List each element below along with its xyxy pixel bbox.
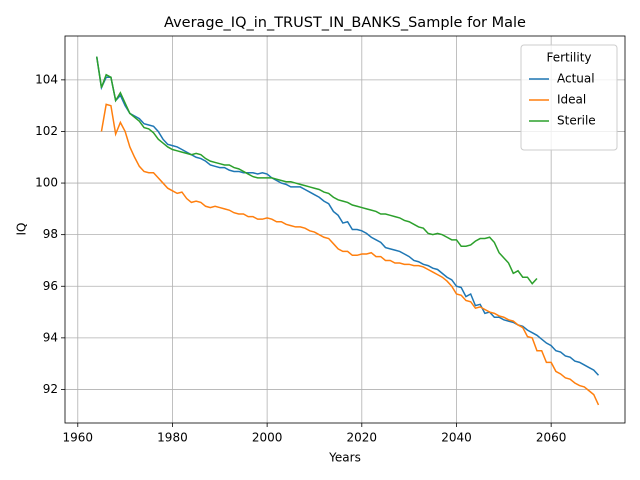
legend: Fertility Actual Ideal Sterile <box>520 44 618 151</box>
legend-box <box>520 44 618 151</box>
x-axis-label: Years <box>328 451 361 465</box>
y-tick-label: 104 <box>35 72 58 86</box>
x-tick-label: 2020 <box>347 431 378 445</box>
chart-title: Average_IQ_in_TRUST_IN_BANKS_Sample for … <box>164 15 526 31</box>
data-line <box>95 56 538 285</box>
y-tick-label: 92 <box>43 382 58 396</box>
legend-title: Fertility <box>546 51 591 65</box>
x-tick-label: 1980 <box>157 431 188 445</box>
y-tick-label: 96 <box>43 279 58 293</box>
x-tick-label: 2040 <box>441 431 472 445</box>
x-tick-label: 2000 <box>252 431 283 445</box>
y-tick-label: 98 <box>43 227 58 241</box>
y-tick-label: 100 <box>35 176 58 190</box>
data-line <box>100 103 600 406</box>
plot-frame <box>64 35 626 424</box>
legend-label: Actual <box>557 72 595 86</box>
legend-label: Sterile <box>557 114 596 128</box>
y-tick-label: 94 <box>43 330 58 344</box>
y-axis-label: IQ <box>15 223 29 236</box>
y-tick-label: 102 <box>35 124 58 138</box>
x-tick-label: 2060 <box>536 431 567 445</box>
legend-label: Ideal <box>557 93 586 107</box>
x-tick-label: 1960 <box>63 431 94 445</box>
